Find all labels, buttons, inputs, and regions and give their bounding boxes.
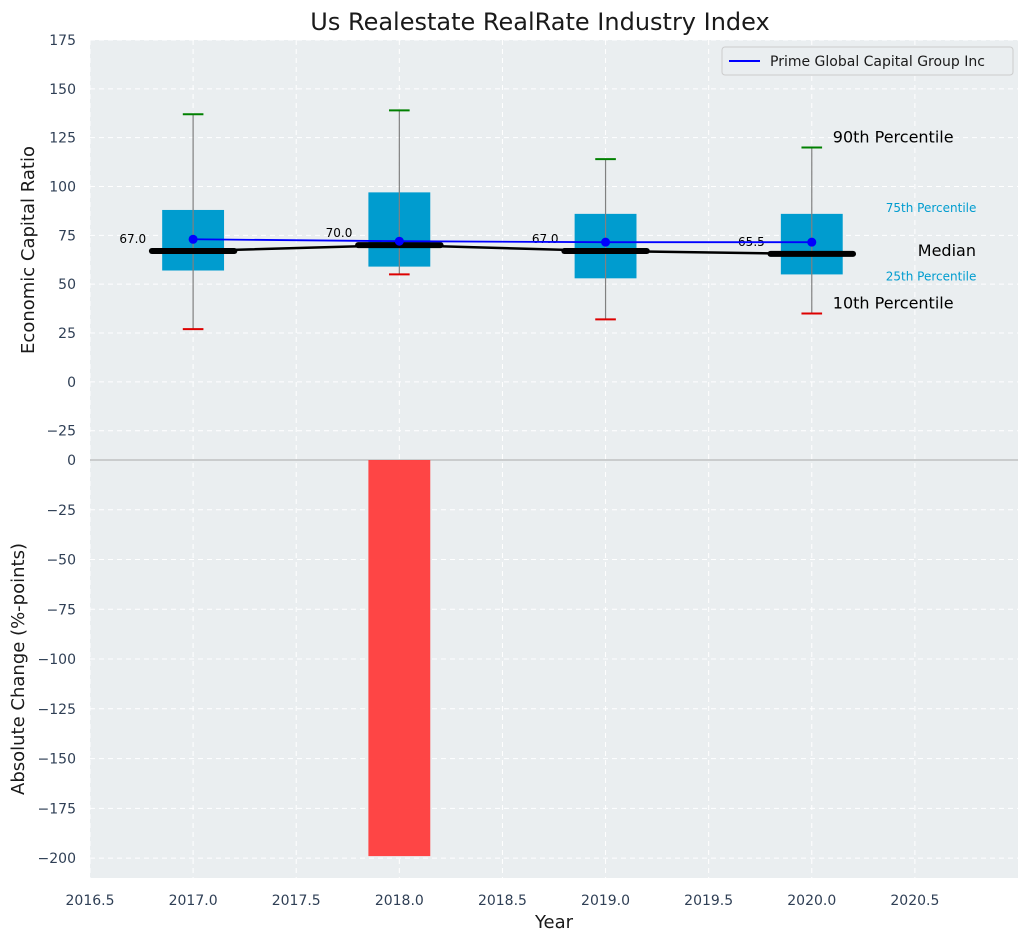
bottom-y-tick-label: −150 <box>38 752 76 768</box>
bottom-plot-background <box>90 460 1018 878</box>
company-series-point <box>807 237 817 247</box>
p25-annotation: 25th Percentile <box>886 269 977 283</box>
bottom-y-tick-label: −200 <box>38 851 76 867</box>
bottom-y-tick-label: −25 <box>46 503 76 519</box>
company-series-point <box>188 234 198 244</box>
bottom-y-axis-title: Absolute Change (%-points) <box>8 543 29 795</box>
top-y-tick-label: 25 <box>58 326 76 342</box>
median-value-label: 67.0 <box>119 232 146 246</box>
x-tick-label: 2017.0 <box>169 893 218 909</box>
top-y-tick-label: 50 <box>58 277 76 293</box>
x-tick-label: 2018.5 <box>478 893 527 909</box>
legend-label: Prime Global Capital Group Inc <box>770 54 985 70</box>
bottom-y-tick-label: −125 <box>38 702 76 718</box>
x-axis-title: Year <box>534 912 574 933</box>
top-y-tick-label: 100 <box>49 180 76 196</box>
bottom-y-tick-label: −175 <box>38 801 76 817</box>
top-y-tick-label: 175 <box>49 33 76 49</box>
bottom-y-tick-label: −100 <box>38 652 76 668</box>
median-line <box>193 243 812 256</box>
top-y-tick-label: 75 <box>58 228 76 244</box>
p90-annotation: 90th Percentile <box>833 127 954 146</box>
x-tick-label: 2016.5 <box>66 893 115 909</box>
median-value-label: 67.0 <box>532 232 559 246</box>
top-y-tick-label: 150 <box>49 82 76 98</box>
top-y-tick-label: 125 <box>49 131 76 147</box>
company-series-point <box>394 236 404 246</box>
p10-annotation: 10th Percentile <box>833 293 954 312</box>
p75-annotation: 75th Percentile <box>886 201 977 215</box>
chart-title: Us Realestate RealRate Industry Index <box>310 8 769 36</box>
legend: Prime Global Capital Group Inc <box>721 46 1014 76</box>
bottom-y-tick-label: −75 <box>46 602 76 618</box>
x-tick-label: 2019.5 <box>684 893 733 909</box>
box-2018 <box>368 109 431 276</box>
top-y-tick-label: 0 <box>67 375 76 391</box>
x-tick-label: 2019.0 <box>581 893 630 909</box>
x-tick-label: 2018.0 <box>375 893 424 909</box>
company-series-point <box>601 237 611 247</box>
x-tick-label: 2020.0 <box>787 893 836 909</box>
x-tick-label: 2017.5 <box>272 893 321 909</box>
company-series-line <box>193 238 812 244</box>
x-tick-label: 2020.5 <box>890 893 939 909</box>
top-y-axis-title: Economic Capital Ratio <box>18 146 39 354</box>
legend-box <box>721 46 1014 76</box>
median-annotation: Median <box>918 241 976 260</box>
bottom-y-tick-label: −50 <box>46 553 76 569</box>
bottom-y-tick-label: 0 <box>67 453 76 469</box>
top-y-tick-label: −25 <box>46 424 76 440</box>
change-bar <box>368 460 431 857</box>
median-value-label: 70.0 <box>326 226 353 240</box>
